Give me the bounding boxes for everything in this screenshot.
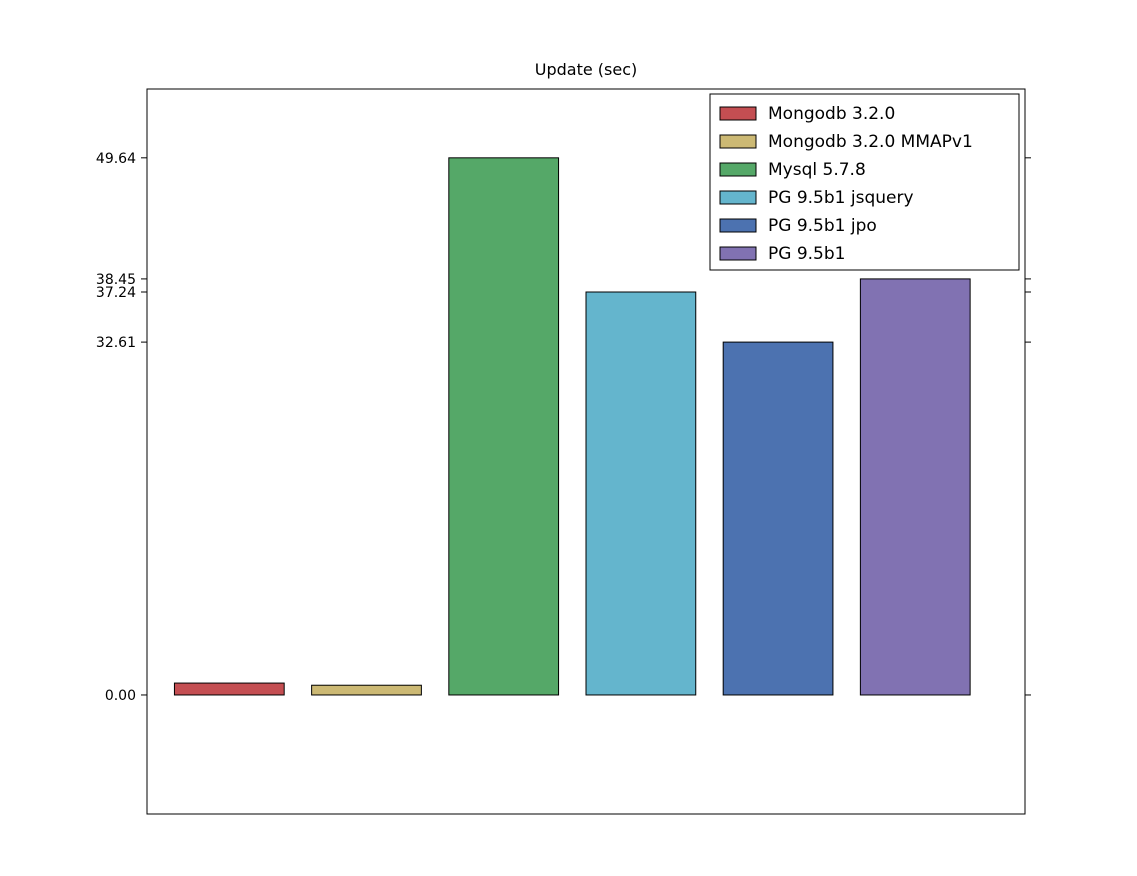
- legend-label: PG 9.5b1: [768, 244, 845, 264]
- bar-2: [449, 158, 559, 695]
- legend-label: PG 9.5b1 jsquery: [768, 188, 914, 208]
- legend-swatch: [720, 135, 756, 148]
- ytick-label: 0.00: [105, 688, 136, 704]
- legend-swatch: [720, 107, 756, 120]
- bar-0: [174, 683, 284, 695]
- ytick-label: 32.61: [96, 335, 136, 351]
- legend-label: Mongodb 3.2.0: [768, 104, 895, 124]
- legend-swatch: [720, 163, 756, 176]
- bar-1: [312, 685, 422, 695]
- legend-label: PG 9.5b1 jpo: [768, 216, 877, 236]
- legend-swatch: [720, 191, 756, 204]
- legend-swatch: [720, 247, 756, 260]
- legend-label: Mongodb 3.2.0 MMAPv1: [768, 132, 973, 152]
- bar-4: [723, 342, 833, 695]
- bar-5: [860, 279, 970, 695]
- ytick-label: 49.64: [96, 151, 136, 167]
- legend-swatch: [720, 219, 756, 232]
- bar-3: [586, 292, 696, 695]
- chart-title: Update (sec): [535, 60, 638, 79]
- legend-label: Mysql 5.7.8: [768, 160, 866, 180]
- bar-chart: Update (sec)0.0032.6137.2438.4549.64Mong…: [0, 0, 1137, 872]
- ytick-label: 38.45: [96, 272, 136, 288]
